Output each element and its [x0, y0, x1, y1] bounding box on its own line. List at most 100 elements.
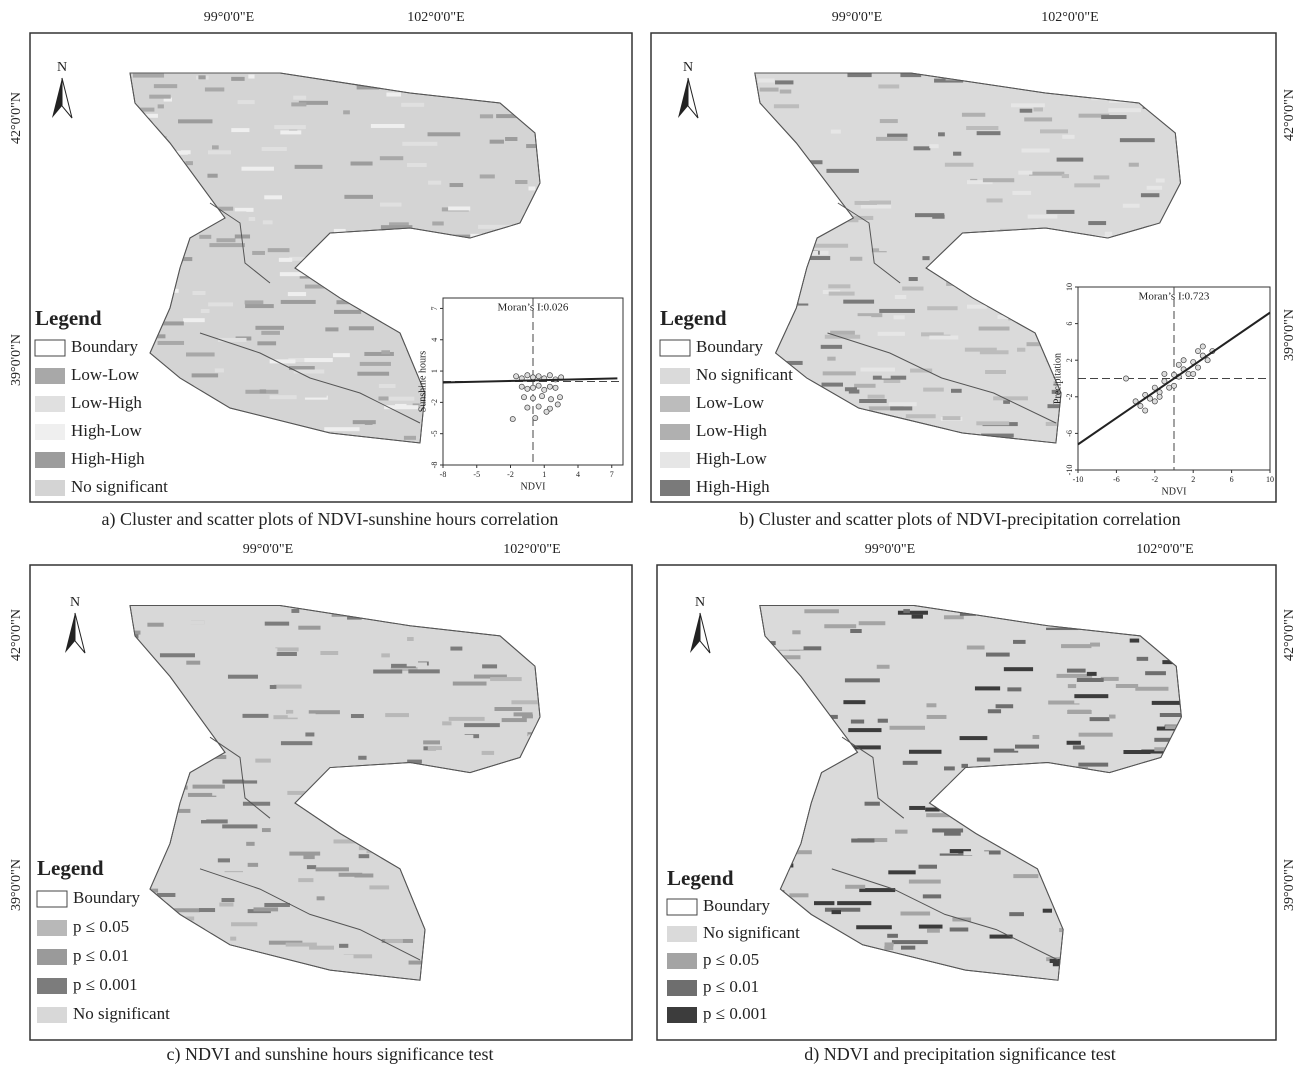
pixel-cell — [490, 140, 504, 144]
pixel-cell — [442, 721, 451, 725]
pixel-cell — [827, 357, 835, 361]
pixel-cell — [303, 855, 314, 859]
legend-title: Legend — [37, 856, 104, 880]
pixel-cell — [209, 243, 245, 247]
pixel-cell — [923, 894, 941, 898]
longitude-label: 99°0'0"E — [832, 10, 882, 25]
x-tick-label: 4 — [576, 470, 580, 479]
pixel-cell — [188, 793, 216, 797]
pixel-cell — [264, 903, 290, 907]
pixel-cell — [252, 251, 265, 255]
pixel-cell — [294, 369, 325, 373]
pixel-cell — [854, 384, 875, 388]
scatter-point — [547, 373, 552, 378]
pixel-cell — [271, 618, 295, 622]
pixel-cell — [979, 327, 1010, 331]
pixel-cell — [856, 925, 892, 929]
scatter-point — [553, 385, 558, 390]
pixel-cell — [814, 901, 834, 905]
pixel-cell — [1017, 348, 1025, 352]
pixel-cell — [514, 712, 533, 716]
panel-caption: c) NDVI and sunshine hours significance … — [167, 1044, 494, 1065]
x-tick-label: 7 — [610, 470, 614, 479]
pixel-cell — [1067, 710, 1091, 714]
legend-label: p ≤ 0.05 — [703, 950, 759, 969]
pixel-cell — [1015, 745, 1039, 749]
pixel-cell — [985, 370, 1006, 374]
pixel-cell — [201, 309, 210, 313]
pixel-cell — [894, 315, 905, 319]
pixel-cell — [277, 652, 297, 656]
pixel-cell — [1020, 109, 1033, 113]
pixel-cell — [878, 332, 905, 336]
legend-title: Legend — [35, 306, 102, 330]
pixel-cell — [222, 824, 257, 828]
latitude-label: 42°0'0"N — [1282, 609, 1297, 661]
pixel-cell — [205, 87, 224, 91]
panel-caption: b) Cluster and scatter plots of NDVI-pre… — [739, 509, 1180, 530]
y-axis-label: Precipitation — [1052, 353, 1063, 404]
pixel-cell — [155, 628, 164, 632]
pixel-cell — [951, 389, 962, 393]
pixel-cell — [526, 144, 536, 148]
pixel-cell — [878, 84, 899, 88]
longitude-label: 102°0'0"E — [1136, 542, 1193, 557]
pixel-cell — [257, 341, 276, 345]
pixel-cell — [300, 832, 314, 836]
pixel-cell — [1004, 667, 1033, 671]
pixel-cell — [889, 402, 917, 406]
y-tick-label: -8 — [430, 462, 439, 469]
pixel-cell — [859, 399, 886, 403]
pixel-cell — [927, 715, 947, 719]
legend-swatch — [660, 480, 690, 496]
legend-swatch — [35, 368, 65, 384]
pixel-cell — [386, 92, 401, 96]
pixel-cell — [309, 710, 340, 714]
scatter-point — [530, 375, 535, 380]
scatter-point — [542, 387, 547, 392]
pixel-cell — [891, 637, 914, 641]
legend-swatch — [35, 396, 65, 412]
pixel-cell — [963, 851, 988, 855]
scatter-point — [1205, 358, 1210, 363]
pixel-cell — [295, 165, 323, 169]
pixel-cell — [244, 747, 252, 751]
x-tick-label: 10 — [1266, 475, 1274, 484]
pixel-cell — [1090, 643, 1100, 647]
pixel-cell — [231, 922, 257, 926]
pixel-cell — [902, 287, 923, 291]
scatter-point — [1186, 371, 1191, 376]
latitude-label: 39°0'0"N — [1282, 859, 1297, 911]
legend-swatch — [660, 452, 690, 468]
north-label: N — [57, 60, 67, 75]
pixel-cell — [201, 819, 228, 823]
pixel-cell — [979, 224, 1013, 228]
pixel-cell — [133, 74, 164, 78]
pixel-cell — [212, 792, 233, 796]
pixel-cell — [1141, 193, 1159, 197]
pixel-cell — [482, 664, 497, 668]
legend-swatch — [660, 424, 690, 440]
pixel-cell — [186, 352, 215, 356]
pixel-cell — [990, 935, 1013, 939]
pixel-cell — [270, 395, 297, 399]
pixel-cell — [515, 180, 527, 184]
pixel-cell — [829, 292, 855, 296]
legend-label: p ≤ 0.01 — [73, 946, 129, 965]
pixel-cell — [815, 244, 848, 248]
pixel-cell — [895, 830, 907, 834]
pixel-cell — [882, 80, 894, 84]
pixel-cell — [888, 870, 915, 874]
pixel-cell — [1109, 715, 1116, 719]
legend-label: p ≤ 0.001 — [703, 1004, 768, 1023]
legend-label: p ≤ 0.001 — [73, 975, 138, 994]
pixel-cell — [1046, 210, 1074, 214]
pixel-cell — [428, 181, 441, 185]
pixel-cell — [270, 685, 277, 689]
legend-label: No significant — [703, 923, 800, 942]
pixel-cell — [1045, 689, 1071, 693]
pixel-cell — [1043, 909, 1052, 913]
pixel-cell — [983, 178, 1014, 182]
pixel-cell — [880, 180, 886, 184]
legend-label: Boundary — [703, 896, 771, 915]
